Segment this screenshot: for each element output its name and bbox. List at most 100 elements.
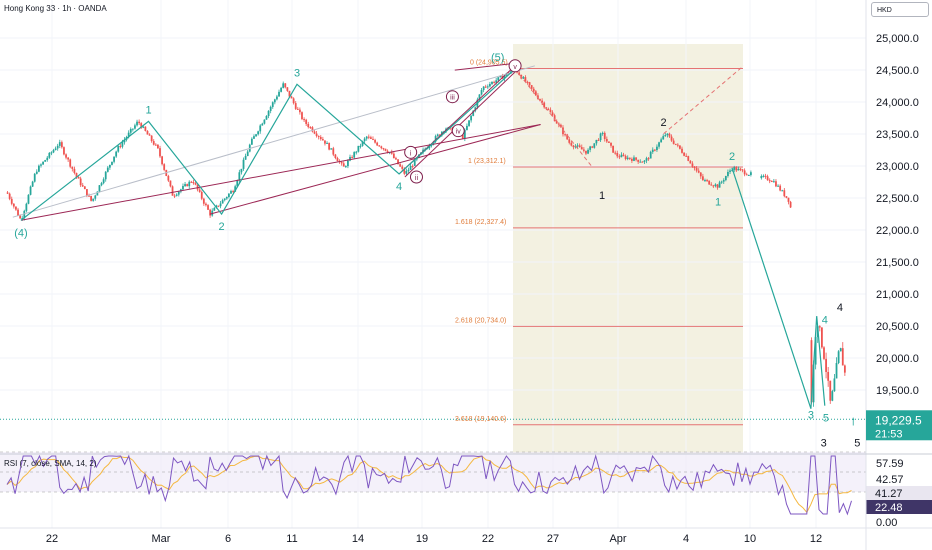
candle-body	[177, 191, 180, 195]
candle-body	[171, 186, 174, 196]
candle-body	[397, 159, 399, 165]
candle-body	[683, 152, 685, 156]
candle-body	[823, 347, 825, 359]
candle-body	[616, 152, 619, 157]
candle-body	[568, 139, 571, 143]
candle-body	[839, 348, 842, 352]
candle-body	[115, 151, 118, 157]
currency-select[interactable]: HKD	[871, 2, 929, 17]
candle-body	[779, 185, 782, 191]
candle-body	[190, 181, 193, 183]
fib-label: 2.618 (20,734.0)	[455, 317, 506, 324]
candle-body	[96, 191, 99, 196]
candle-body	[716, 184, 719, 188]
trendlines	[12, 62, 744, 221]
candle-body	[169, 180, 172, 187]
candle-body	[31, 181, 34, 187]
candle-body	[250, 138, 253, 145]
candle-body	[380, 146, 383, 149]
candle-body	[595, 139, 598, 144]
candle-body	[355, 151, 358, 153]
candle-body	[810, 340, 813, 403]
candle-body	[200, 191, 203, 199]
candle-body	[98, 185, 101, 192]
candle-body	[108, 164, 111, 168]
candle-body	[787, 197, 790, 202]
candle-body	[23, 210, 26, 219]
symbol-title: Hong Kong 33 · 1h · OANDA	[4, 4, 107, 13]
candle-body	[518, 72, 521, 75]
candle-body	[833, 378, 836, 392]
time-tick-label: Mar	[152, 533, 171, 545]
subwave-label: v	[513, 64, 517, 71]
candle-body	[19, 215, 22, 219]
candle-body	[117, 146, 120, 152]
rsi-tick-label: 0.00	[876, 517, 897, 529]
candle-body	[209, 209, 212, 216]
candle-body	[641, 161, 644, 163]
candle-body	[50, 152, 53, 154]
candle-body	[123, 139, 126, 143]
candle-body	[292, 98, 295, 104]
wave-label: (5)	[491, 52, 504, 64]
candle-body	[161, 156, 163, 165]
candle-body	[493, 81, 495, 83]
rsi-badge	[866, 500, 932, 514]
candle-body	[547, 108, 550, 110]
candle-body	[121, 142, 124, 147]
time-tick-label: 11	[286, 533, 297, 545]
candle-body	[620, 154, 623, 158]
time-axis: 22 Mar 6 11 14 19 22 27 Apr 4 10 12	[46, 533, 822, 545]
subwave-marker	[451, 124, 465, 138]
candle-body	[543, 102, 546, 108]
candle-body	[566, 134, 569, 140]
candle-body	[407, 169, 410, 171]
candle-body	[113, 156, 115, 162]
price-tick-label: 20,500.0	[876, 321, 919, 333]
candle-body	[223, 198, 226, 201]
candle-body	[192, 182, 195, 184]
candle-body	[83, 186, 86, 190]
wave-label: 3	[294, 67, 300, 79]
candle-body	[299, 109, 301, 113]
candle-body	[626, 157, 629, 159]
candle-body	[662, 136, 665, 140]
price-tick-label: 23,500.0	[876, 129, 919, 141]
time-tick-label: 12	[810, 533, 822, 545]
candle-body	[386, 150, 389, 153]
candle-body	[762, 175, 765, 177]
candle-body	[163, 164, 166, 170]
candle-body	[384, 148, 387, 151]
candle-body	[618, 156, 621, 158]
fib-label: 0 (24,905.5)	[470, 60, 508, 67]
candle-body	[257, 131, 260, 135]
candle-body	[539, 99, 541, 101]
price-tick-label: 21,000.0	[876, 289, 919, 301]
candle-body	[664, 135, 667, 137]
main-grid	[0, 0, 866, 528]
candle-body	[622, 154, 625, 156]
wave-line	[20, 68, 516, 221]
candle-body	[574, 146, 577, 148]
wave-label: 1	[145, 104, 151, 116]
candle-body	[555, 121, 558, 124]
candle-body	[775, 181, 777, 187]
candle-body	[812, 364, 815, 403]
candle-body	[597, 139, 600, 141]
candle-body	[486, 86, 489, 88]
candle-body	[129, 129, 132, 133]
candle-body	[290, 96, 293, 99]
candle-body	[48, 152, 51, 158]
wave-label: (4)	[14, 227, 27, 239]
trendline	[454, 62, 516, 71]
candle-body	[265, 115, 268, 120]
candle-body	[549, 109, 552, 113]
candle-body	[278, 91, 280, 97]
candle-body	[58, 142, 61, 146]
candle-body	[313, 131, 316, 134]
trendline	[12, 65, 535, 218]
candle-body	[359, 145, 362, 147]
candle-body	[580, 147, 583, 150]
candle-body	[205, 203, 207, 206]
